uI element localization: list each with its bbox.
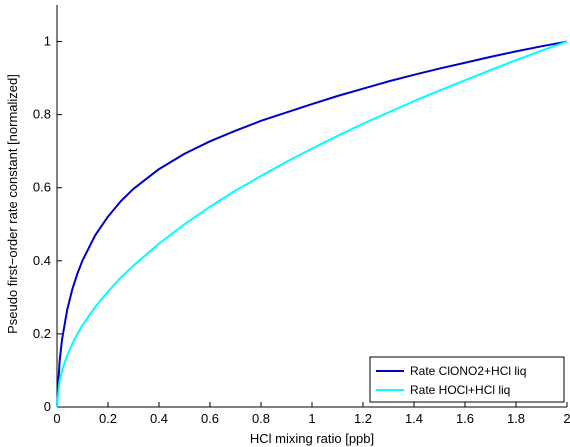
x-tick-label: 1.6 <box>456 411 474 426</box>
legend-label: Rate ClONO2+HCl liq <box>410 364 526 378</box>
x-tick-label: 1 <box>308 411 315 426</box>
y-tick-label: 0.2 <box>33 326 51 341</box>
series-line-1 <box>56 40 568 408</box>
x-tick-label: 0.4 <box>150 411 168 426</box>
y-tick-label: 0.6 <box>33 180 51 195</box>
series-line-0 <box>56 40 568 408</box>
x-tick-label: 1.8 <box>507 411 525 426</box>
y-tick-label: 1 <box>44 34 51 49</box>
x-tick-label: 1.4 <box>405 411 423 426</box>
legend-box <box>369 356 565 403</box>
x-tick-label: 0.8 <box>252 411 270 426</box>
x-tick-label: 0 <box>53 411 60 426</box>
y-tick-label: 0 <box>44 399 51 414</box>
legend-label: Rate HOCl+HCl liq <box>410 383 510 397</box>
y-tick-label: 0.8 <box>33 107 51 122</box>
x-axis-ticks: 0 0.2 0.4 0.6 0.8 1 1.2 1.4 1.6 1.8 2 <box>53 402 570 426</box>
x-tick-label: 1.2 <box>354 411 372 426</box>
y-tick-label: 0.4 <box>33 253 51 268</box>
y-axis-label: Pseudo first−order rate constant [normal… <box>5 74 20 334</box>
x-tick-label: 2 <box>563 411 570 426</box>
series-layer <box>56 40 568 408</box>
x-axis-label: HCl mixing ratio [ppb] <box>250 431 374 446</box>
legend-items: Rate ClONO2+HCl liq Rate HOCl+HCl liq <box>376 364 526 397</box>
x-tick-label: 0.2 <box>99 411 117 426</box>
y-axis-ticks: 0 0.2 0.4 0.6 0.8 1 <box>33 34 62 414</box>
plot-area: 0 0.2 0.4 0.6 0.8 1 1.2 1.4 1.6 1.8 2 0 0.2 0.4 0.6 0.… <box>33 5 570 426</box>
x-tick-label: 0.6 <box>201 411 219 426</box>
legend: Rate ClONO2+HCl liq Rate HOCl+HCl liq <box>369 356 565 403</box>
